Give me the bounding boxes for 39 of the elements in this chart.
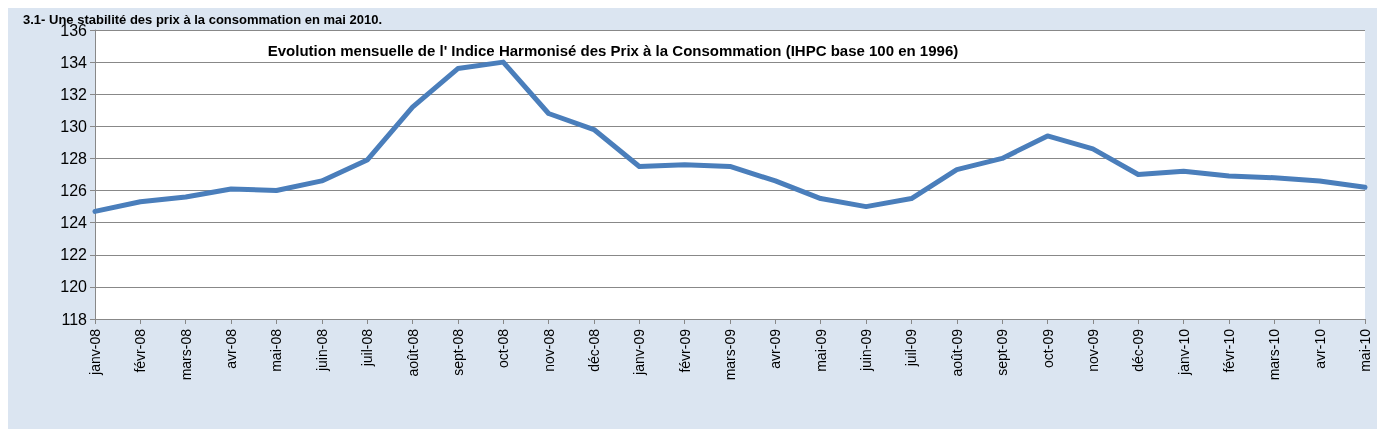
x-tick-label: nov-08 [540,328,557,372]
x-tick-label: janv-08 [87,328,103,376]
x-tick-label: juin-09 [858,328,875,373]
x-tick-label: juil-09 [903,328,920,368]
x-tick-label: déc-09 [1130,328,1147,372]
x-tick-label: mai-10 [1357,328,1373,372]
x-tick-label: sept-09 [994,328,1011,376]
y-tick-label: 118 [61,310,88,328]
y-tick-label: 132 [60,85,88,103]
x-tick-label: févr-08 [132,328,149,373]
x-tick-label: juil-08 [359,328,376,368]
y-tick-label: 130 [60,117,88,135]
y-tick-label: 120 [60,278,88,296]
x-tick-label: mars-10 [1266,328,1283,381]
x-tick-label: mars-09 [722,328,738,381]
x-tick-label: nov-09 [1084,328,1101,372]
y-tick-label: 124 [60,214,88,232]
x-tick-label: mai-08 [268,328,285,372]
x-tick-label: août-09 [948,328,965,377]
x-tick-label: févr-10 [1220,328,1237,373]
x-tick-label: janv-09 [631,328,648,376]
x-tick-label: févr-09 [676,328,693,373]
x-tick-label: mars-08 [177,328,194,381]
x-tick-label: oct-08 [495,328,512,368]
x-tick-label: avr-09 [767,328,784,369]
y-tick-label: 126 [60,182,88,200]
x-tick-label: déc-08 [585,328,602,372]
x-tick-label: mai-09 [812,328,829,372]
x-tick-label: avr-08 [223,328,240,369]
x-tick-label: juin-08 [313,328,330,373]
x-tick-label: août-08 [404,328,421,377]
x-tick-label: oct-09 [1039,328,1056,368]
x-tick-label: sept-08 [449,328,466,376]
y-tick-label: 134 [60,53,88,71]
x-tick-label: janv-10 [1175,328,1192,376]
y-tick-label: 128 [60,149,88,167]
y-tick-label: 122 [60,246,88,264]
x-tick-label: avr-10 [1311,328,1328,369]
text: Evolution mensuelle de l' Indice Harmonisé des Prix à la Consommation (IHPC base 100 en 1996) [267,42,959,59]
